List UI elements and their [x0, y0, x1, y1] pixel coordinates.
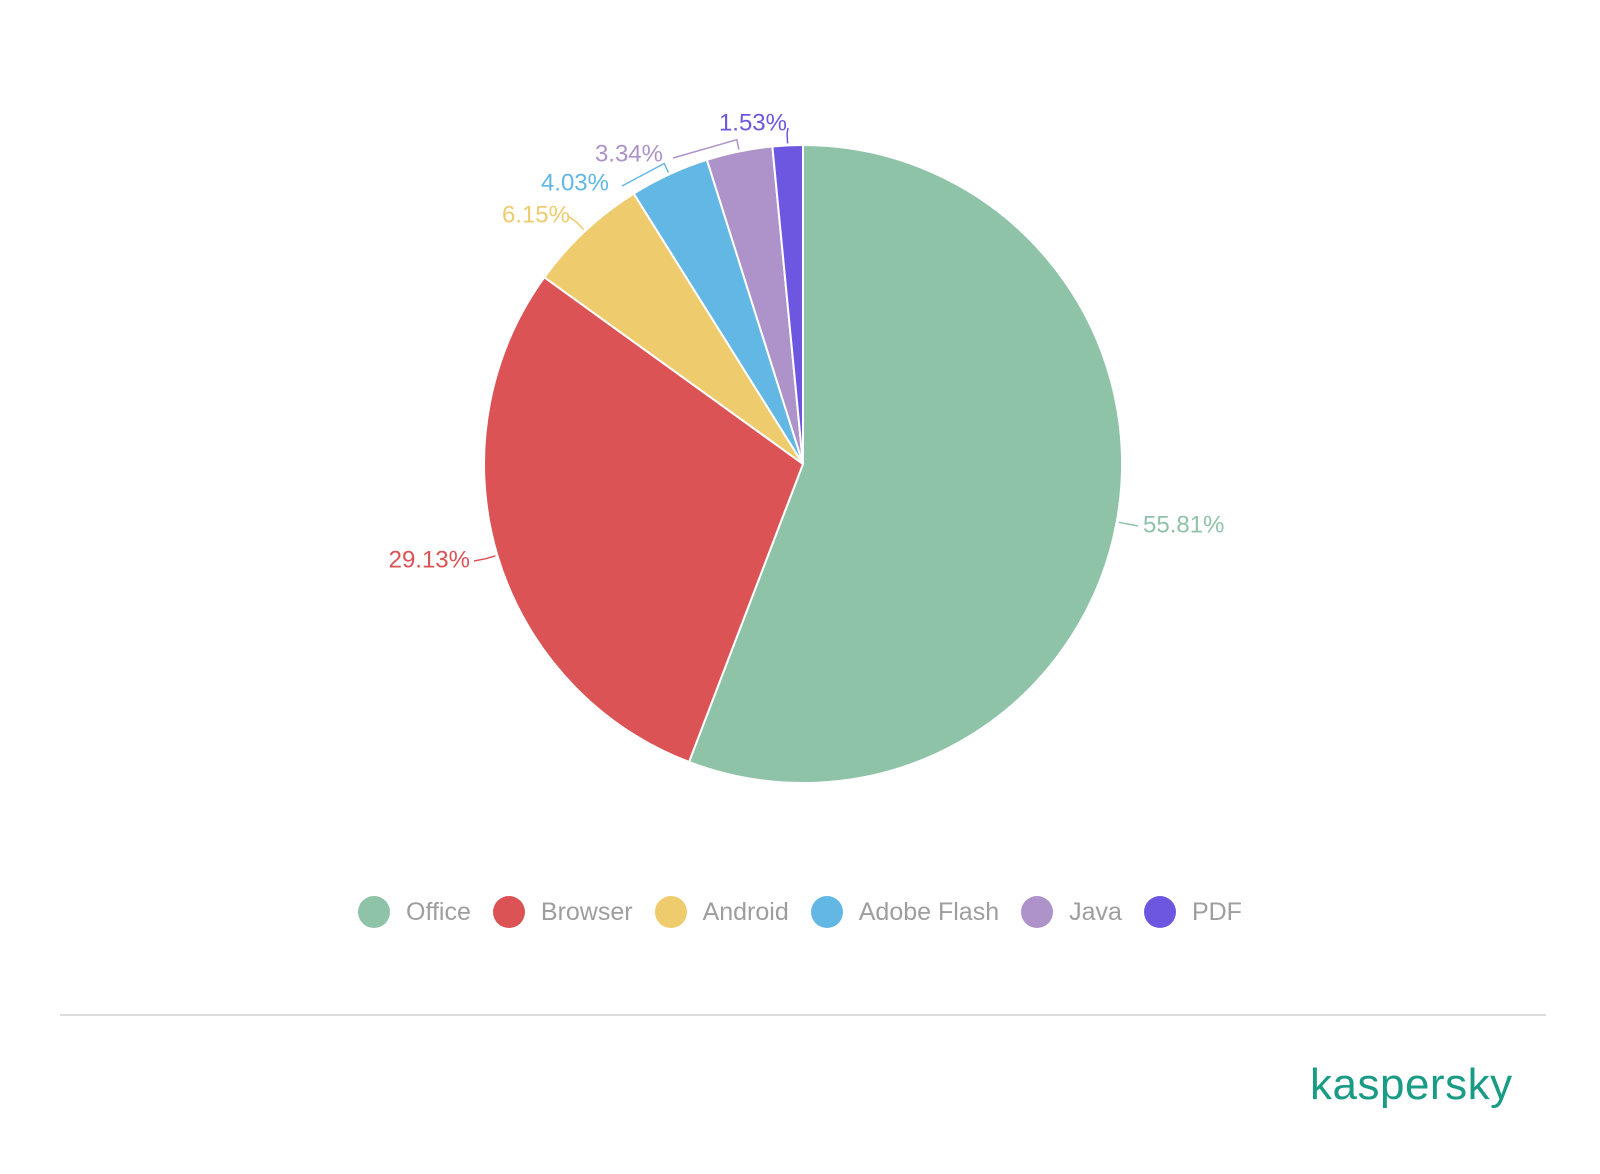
data-label: 1.53% [719, 109, 787, 136]
legend-item: Adobe Flash [810, 896, 1000, 928]
legend-item: Java [1021, 896, 1122, 928]
data-labels: 55.81% 29.13% 6.15% 4.03%3.34% 1.53% [389, 109, 1225, 573]
legend-item: Android [654, 896, 789, 928]
label-leader-lines [473, 127, 1139, 562]
data-label: 55.81% [1143, 511, 1224, 538]
legend-swatch [1143, 896, 1176, 928]
legend-swatch [358, 896, 391, 928]
pie-slices [483, 143, 1124, 784]
leader-line [567, 215, 585, 231]
leader-line [1118, 521, 1139, 527]
leader-line [473, 555, 496, 562]
pie-slice-browser [483, 275, 805, 764]
legend-label: Office [406, 897, 471, 926]
legend-label: Browser [540, 897, 633, 926]
legend-swatch [654, 896, 687, 928]
legend-item: Browser [492, 896, 633, 928]
chart-legend: Office Browser Android Adobe Flash Java PDF [0, 896, 1600, 928]
pie-slice-android [542, 192, 804, 465]
legend-item: PDF [1143, 896, 1242, 928]
legend-swatch [492, 896, 525, 928]
pie-slice-pdf [771, 143, 804, 465]
legend-label: Adobe Flash [858, 897, 1000, 926]
leader-line [621, 162, 670, 187]
data-label: 3.34% [595, 140, 663, 167]
legend-item: Office [358, 896, 471, 928]
pie-slice-office [687, 143, 1124, 784]
data-label: 29.13% [389, 546, 470, 573]
legend-swatch [810, 896, 843, 928]
legend-label: PDF [1191, 897, 1242, 926]
legend-label: Android [702, 897, 789, 926]
footer-divider [60, 1014, 1546, 1016]
legend-label: Java [1069, 897, 1122, 926]
leader-line [672, 138, 740, 159]
leader-line [786, 127, 789, 144]
kaspersky-logo: kaspersky [1310, 1060, 1513, 1109]
legend-swatch [1021, 896, 1054, 928]
data-label: 4.03% [541, 169, 609, 196]
data-label: 6.15% [502, 201, 570, 228]
